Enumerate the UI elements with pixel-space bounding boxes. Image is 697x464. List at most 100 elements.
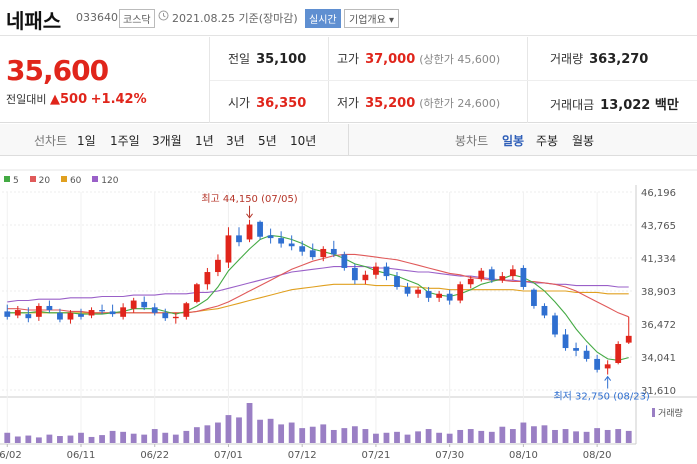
candle bbox=[120, 307, 126, 317]
y-tick-label: 38,903 bbox=[641, 287, 676, 298]
volume-bar bbox=[57, 436, 63, 443]
volume-label: 거래량 bbox=[658, 407, 683, 419]
candle bbox=[78, 314, 84, 317]
candle bbox=[468, 279, 474, 284]
candle bbox=[584, 351, 590, 359]
volume-bar bbox=[278, 424, 284, 443]
volume-bar bbox=[141, 435, 147, 443]
volume-bar bbox=[405, 435, 411, 443]
y-tick-label: 41,334 bbox=[641, 254, 676, 265]
candle bbox=[131, 301, 137, 309]
volume-bar bbox=[25, 436, 31, 443]
volume-bar bbox=[373, 434, 379, 443]
candle bbox=[415, 290, 421, 294]
volume-bar bbox=[236, 417, 242, 443]
volume-bar bbox=[205, 425, 211, 443]
y-tick-label: 36,472 bbox=[641, 320, 676, 331]
volume-bar bbox=[394, 432, 400, 443]
volume-bar bbox=[247, 403, 253, 443]
volume-bar bbox=[573, 431, 579, 443]
x-tick-label: 06/11 bbox=[67, 450, 96, 461]
candle bbox=[205, 272, 211, 284]
volume-bar bbox=[510, 429, 516, 443]
candle bbox=[194, 284, 200, 302]
volume-bar bbox=[331, 430, 337, 443]
x-tick-label: 06/02 bbox=[0, 450, 22, 461]
candle bbox=[278, 238, 284, 243]
volume-bar bbox=[531, 426, 537, 443]
volume-bar bbox=[457, 430, 463, 443]
volume-bar bbox=[4, 433, 10, 443]
volume-bar bbox=[542, 425, 548, 443]
candle bbox=[499, 276, 505, 280]
volume-bar bbox=[499, 427, 505, 443]
candle bbox=[236, 235, 242, 242]
candle bbox=[257, 222, 263, 237]
volume-bar bbox=[78, 433, 84, 443]
candle bbox=[141, 302, 147, 307]
candle bbox=[36, 306, 42, 317]
candle bbox=[605, 364, 611, 368]
candle bbox=[436, 294, 442, 298]
volume-bar bbox=[352, 426, 358, 443]
candle bbox=[226, 235, 232, 262]
volume-bar bbox=[594, 428, 600, 443]
candle bbox=[510, 269, 516, 276]
volume-bar bbox=[341, 428, 347, 443]
volume-bar bbox=[563, 429, 569, 443]
candle bbox=[4, 311, 10, 316]
volume-bar bbox=[120, 432, 126, 443]
candle bbox=[47, 306, 53, 310]
annotation-high: 최고 44,150 (07/05) bbox=[201, 193, 297, 205]
candle bbox=[341, 254, 347, 268]
volume-bar bbox=[584, 432, 590, 443]
volume-bar bbox=[194, 427, 200, 443]
volume-bar bbox=[131, 434, 137, 443]
candle bbox=[57, 313, 63, 320]
volume-bar bbox=[468, 429, 474, 443]
volume-bar bbox=[152, 429, 158, 443]
candle bbox=[405, 287, 411, 294]
volume-legend-swatch bbox=[652, 408, 655, 417]
annotation-low: 최저 32,750 (08/23) bbox=[553, 391, 649, 403]
candle bbox=[573, 348, 579, 351]
candle bbox=[331, 249, 337, 254]
volume-bar bbox=[552, 430, 558, 443]
volume-bar bbox=[384, 433, 390, 443]
candle bbox=[299, 246, 305, 251]
candle bbox=[394, 276, 400, 287]
candle bbox=[25, 314, 31, 318]
volume-bar bbox=[447, 434, 453, 443]
x-tick-label: 07/30 bbox=[435, 450, 464, 461]
volume-bar bbox=[15, 436, 21, 443]
candle bbox=[542, 306, 548, 316]
y-tick-label: 43,765 bbox=[641, 221, 676, 232]
x-tick-label: 06/22 bbox=[140, 450, 169, 461]
candle bbox=[89, 310, 95, 315]
candle bbox=[426, 291, 432, 298]
volume-bar bbox=[415, 431, 421, 443]
candle bbox=[15, 310, 21, 315]
volume-bar bbox=[268, 419, 274, 443]
volume-bar bbox=[47, 435, 53, 443]
volume-bar bbox=[478, 431, 484, 443]
volume-bar bbox=[626, 431, 632, 443]
candle bbox=[247, 225, 253, 240]
candle bbox=[352, 268, 358, 280]
candle bbox=[99, 310, 105, 311]
x-tick-label: 07/01 bbox=[214, 450, 243, 461]
volume-bar bbox=[436, 433, 442, 443]
candle bbox=[384, 267, 390, 277]
volume-bar bbox=[183, 431, 189, 443]
volume-bar bbox=[226, 415, 232, 443]
candle bbox=[521, 268, 527, 287]
candle bbox=[447, 294, 453, 301]
volume-bar bbox=[521, 423, 527, 443]
volume-bar bbox=[615, 429, 621, 443]
candle bbox=[563, 334, 569, 348]
volume-bar bbox=[363, 429, 369, 443]
volume-bar bbox=[426, 429, 432, 443]
candle bbox=[552, 315, 558, 334]
y-tick-label: 34,041 bbox=[641, 353, 676, 364]
candle bbox=[289, 244, 295, 247]
